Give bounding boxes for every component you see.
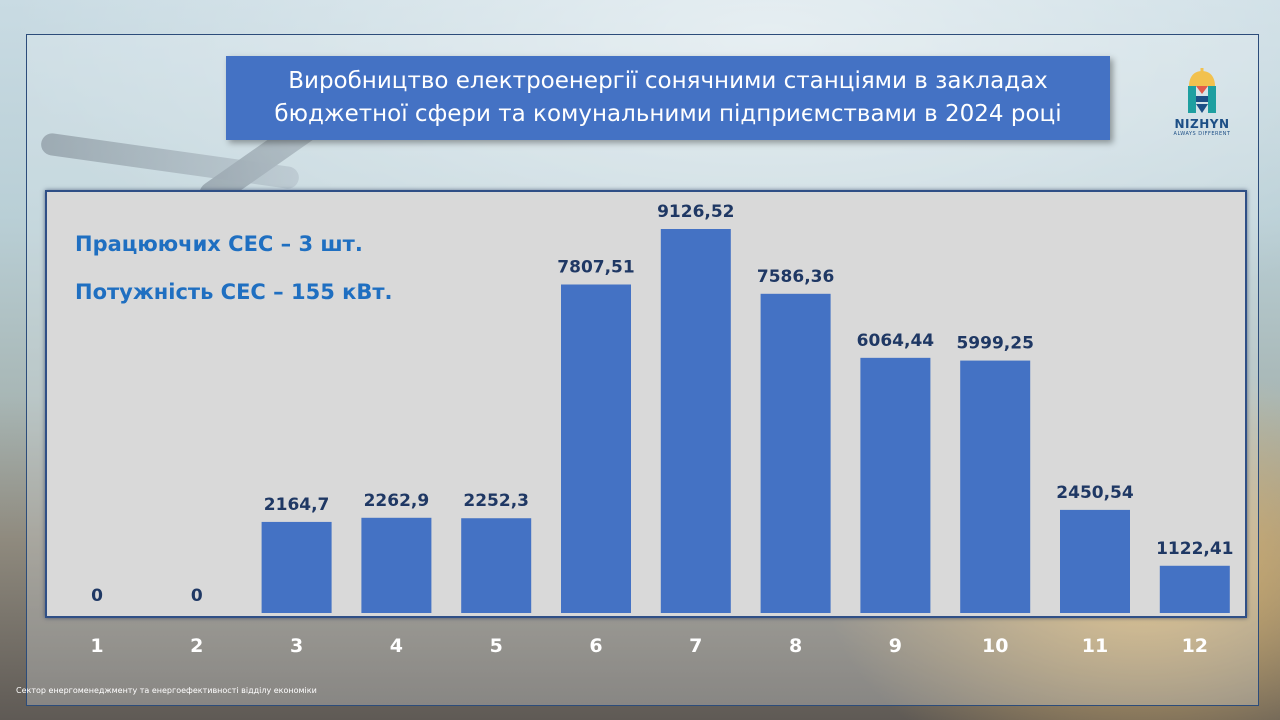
x-tick-label-11: 11 — [1082, 635, 1108, 657]
data-label-11: 2450,54 — [1056, 483, 1134, 503]
info-capacity: Потужність СЕС – 155 кВт. — [75, 280, 393, 304]
bar-4 — [361, 517, 432, 613]
data-label-8: 7586,36 — [757, 267, 834, 287]
data-label-4: 2262,9 — [364, 491, 430, 511]
x-tick-label-5: 5 — [490, 635, 503, 657]
slide-title-text: Виробництво електроенергії сонячними ста… — [274, 68, 1062, 127]
chart-panel — [45, 190, 1247, 618]
x-tick-label-3: 3 — [290, 635, 303, 657]
bar-10 — [960, 360, 1031, 613]
x-tick-label-6: 6 — [589, 635, 602, 657]
data-label-2: 0 — [191, 586, 203, 606]
data-label-9: 6064,44 — [857, 331, 935, 351]
data-label-12: 1122,41 — [1156, 539, 1233, 559]
x-tick-label-12: 12 — [1182, 635, 1208, 657]
slide-title: Виробництво електроенергії сонячними ста… — [226, 56, 1110, 140]
data-label-5: 2252,3 — [463, 491, 529, 511]
data-label-7: 9126,52 — [657, 202, 734, 222]
x-tick-label-9: 9 — [889, 635, 902, 657]
logo-mark-icon — [1188, 68, 1216, 113]
data-label-3: 2164,7 — [264, 495, 330, 515]
bar-6 — [561, 284, 631, 613]
x-tick-label-7: 7 — [689, 635, 702, 657]
bar-3 — [261, 521, 332, 613]
nizhyn-logo: NIZHYN ALWAYS DIFFERENT — [1162, 68, 1242, 142]
footer-note: Сектор енергоменеджменту та енергоефекти… — [16, 686, 317, 695]
bar-8 — [760, 293, 831, 613]
bar-7 — [660, 229, 731, 613]
x-tick-label-8: 8 — [789, 635, 802, 657]
x-tick-label-2: 2 — [190, 635, 203, 657]
bar-5 — [461, 518, 532, 613]
x-tick-label-1: 1 — [90, 635, 103, 657]
bar-11 — [1060, 509, 1130, 613]
x-tick-label-4: 4 — [390, 635, 403, 657]
bar-12 — [1159, 565, 1230, 613]
data-label-6: 7807,51 — [557, 257, 634, 277]
info-stations-count: Працюючих СЕС – 3 шт. — [75, 232, 363, 256]
x-tick-label-10: 10 — [982, 635, 1008, 657]
logo-name: NIZHYN — [1174, 117, 1230, 131]
data-label-1: 0 — [91, 586, 103, 606]
bar-9 — [860, 357, 931, 613]
data-label-10: 5999,25 — [956, 334, 1033, 354]
logo-tagline: ALWAYS DIFFERENT — [1173, 131, 1231, 137]
